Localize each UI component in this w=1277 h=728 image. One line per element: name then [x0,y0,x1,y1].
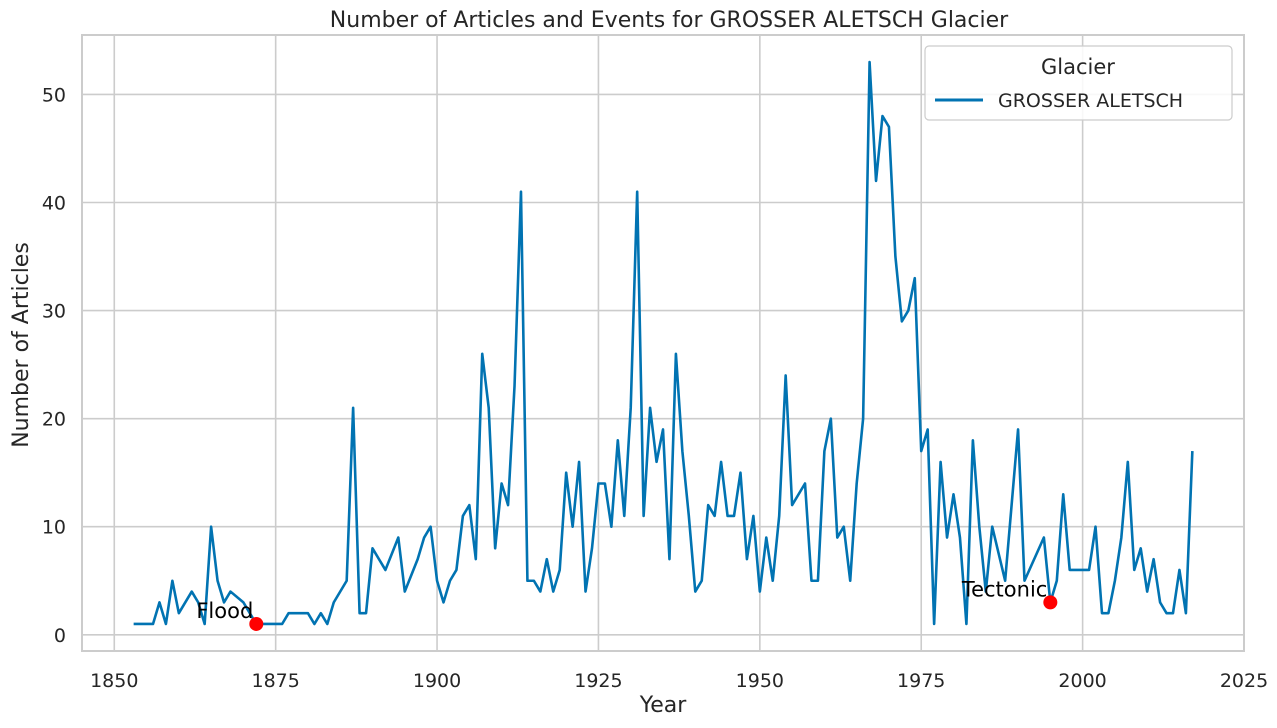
y-axis-ticks: 0 10 20 30 40 50 [42,84,66,646]
x-axis-ticks: 1850 1875 1900 1925 1950 1975 2000 2025 [90,670,1268,692]
x-tick-label: 1850 [90,670,138,692]
legend-title: Glacier [1041,55,1115,79]
y-tick-label: 20 [42,409,66,431]
y-tick-label: 0 [54,625,66,647]
series-line-0 [133,60,1194,626]
series-group [133,60,1194,626]
x-axis-label: Year [639,693,688,718]
legend-box [924,45,1233,121]
y-tick-label: 40 [42,193,66,215]
event-label: Flood [196,599,253,623]
y-tick-label: 50 [42,84,66,106]
event-point [1043,595,1058,610]
x-tick-label: 1900 [413,670,461,692]
x-tick-label: 1950 [736,670,784,692]
x-tick-label: 1975 [897,670,945,692]
y-tick-label: 10 [42,517,66,539]
x-tick-label: 2025 [1220,670,1268,692]
y-axis-label: Number of Articles [9,242,34,448]
plot-frame [81,34,1245,652]
x-tick-label: 1875 [251,670,299,692]
legend-entry-label: GROSSER ALETSCH [998,90,1183,112]
event-point [249,616,264,631]
x-tick-label: 1925 [574,670,622,692]
y-tick-label: 30 [42,301,66,323]
chart-title: Number of Articles and Events for GROSSE… [330,8,1009,33]
events-group: Flood Tectonic [196,577,1058,631]
event-label: Tectonic [961,577,1048,601]
legend: Glacier GROSSER ALETSCH [924,45,1233,121]
x-tick-label: 2000 [1058,670,1106,692]
